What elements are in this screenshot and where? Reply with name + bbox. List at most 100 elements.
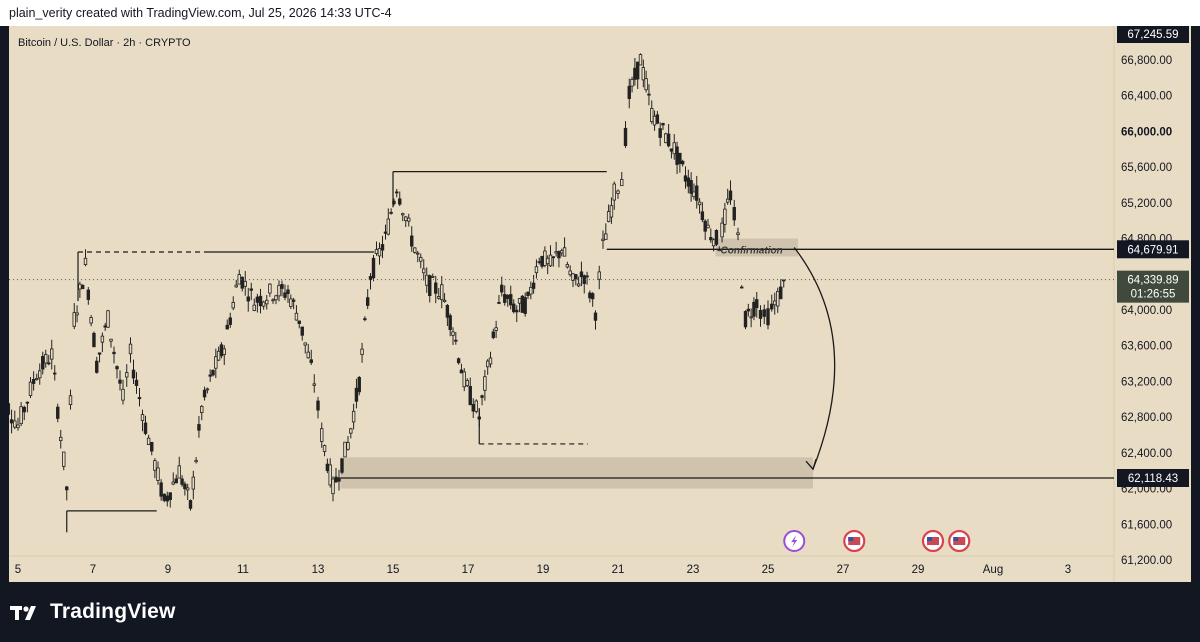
candle <box>416 252 420 255</box>
candle <box>706 224 710 229</box>
candle <box>442 299 447 303</box>
tradingview-logo-icon <box>10 606 36 620</box>
candle <box>28 381 33 396</box>
candle <box>86 289 91 300</box>
candle <box>115 366 119 370</box>
candle <box>398 198 402 205</box>
candle <box>194 460 198 463</box>
candle <box>112 351 116 355</box>
y-axis-label: 62,800.00 <box>1121 412 1172 424</box>
candle <box>523 297 527 314</box>
candle <box>503 294 507 303</box>
x-axis-label: 3 <box>1065 564 1071 576</box>
candle <box>106 310 110 328</box>
candle <box>531 282 536 289</box>
candle <box>59 436 63 441</box>
candle <box>585 275 589 278</box>
candle <box>156 467 160 481</box>
candle <box>322 445 327 452</box>
candle <box>548 254 553 267</box>
candle <box>134 379 139 386</box>
candle <box>265 299 269 305</box>
candle <box>445 305 450 318</box>
candle <box>128 343 133 355</box>
candle <box>268 283 272 294</box>
candle <box>474 400 478 412</box>
price-chart[interactable]: Confirmation 66,800.00 66,400.00 66,000.00 6… <box>9 26 1191 582</box>
candle <box>419 256 423 262</box>
us-flag-icon <box>927 537 939 545</box>
candle <box>131 369 136 379</box>
x-axis-label: 21 <box>612 564 625 576</box>
candle <box>497 302 501 304</box>
candle <box>776 290 780 307</box>
price-tag-resistance: 64,679.91 <box>1127 244 1178 256</box>
candle <box>557 251 561 259</box>
candle <box>331 478 335 495</box>
candle <box>371 257 376 279</box>
candle <box>560 250 564 254</box>
price-tag-current: 64,339.89 <box>1127 275 1178 287</box>
tradingview-logo[interactable]: TradingView <box>10 600 176 624</box>
projection-arrow[interactable] <box>793 247 836 470</box>
candle <box>638 54 643 66</box>
x-axis-label: 9 <box>165 564 171 576</box>
candle <box>709 237 713 241</box>
demand-zone[interactable] <box>340 457 814 489</box>
chart-title: Bitcoin / U.S. Dollar · 2h · CRYPTO <box>18 37 191 49</box>
candle <box>75 312 79 316</box>
candle <box>380 244 385 251</box>
us-flag-canton <box>953 537 959 541</box>
candle <box>143 422 148 434</box>
x-axis-label: 19 <box>537 564 550 576</box>
candle <box>407 217 411 222</box>
price-tag-current-bg <box>1117 270 1189 303</box>
candle <box>609 205 614 218</box>
candle <box>612 183 616 201</box>
candle <box>316 400 320 411</box>
candle <box>755 299 759 309</box>
projection-arrow-head <box>805 458 817 471</box>
candle <box>526 291 530 296</box>
candle <box>697 201 702 206</box>
candle <box>349 428 353 434</box>
candle <box>271 299 275 302</box>
candle <box>740 286 744 289</box>
candle <box>641 67 646 81</box>
candle <box>700 211 705 221</box>
candle <box>517 298 522 304</box>
candle <box>395 191 399 194</box>
candle <box>779 286 783 300</box>
candle <box>35 378 39 381</box>
x-axis-label: 7 <box>90 564 96 576</box>
candle <box>150 441 154 452</box>
candle <box>9 403 11 415</box>
candle <box>601 238 605 242</box>
y-axis-label: 65,200.00 <box>1121 198 1172 210</box>
candle <box>574 274 578 280</box>
y-axis-label: 66,400.00 <box>1121 91 1172 103</box>
candle <box>334 476 338 483</box>
candle <box>746 308 751 312</box>
candle <box>95 360 99 373</box>
candle <box>703 220 707 232</box>
candle <box>661 123 665 126</box>
candle <box>44 354 48 364</box>
candle <box>422 268 426 274</box>
candle <box>604 233 608 240</box>
candle <box>231 301 235 309</box>
y-axis-label: 61,600.00 <box>1121 519 1172 531</box>
tradingview-logo-text: TradingView <box>50 600 176 623</box>
candle <box>291 299 296 302</box>
candle <box>593 312 598 321</box>
candle <box>627 85 631 99</box>
candle <box>633 67 637 80</box>
candle <box>410 235 414 247</box>
candle <box>650 107 654 123</box>
confirmation-box[interactable] <box>715 238 799 257</box>
candle <box>16 424 20 429</box>
chart-area[interactable]: Confirmation 66,800.00 66,400.00 66,000.00 6… <box>9 26 1191 582</box>
candle <box>246 296 250 302</box>
candle <box>234 284 238 288</box>
candle <box>78 283 82 290</box>
